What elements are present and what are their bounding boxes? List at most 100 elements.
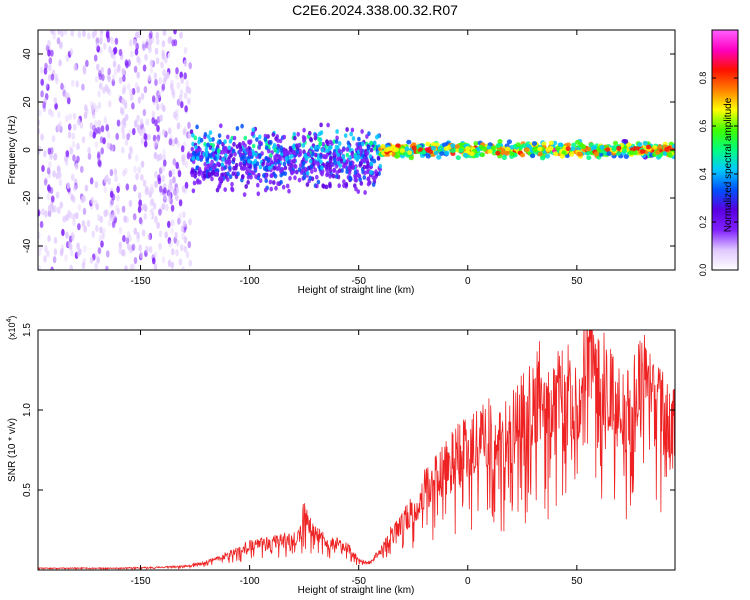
spectrogram-cell <box>540 155 546 161</box>
spectrogram-cell <box>338 163 343 169</box>
spectrogram-cell <box>124 167 128 175</box>
spectrogram-cell <box>354 177 359 183</box>
spectrogram-cell <box>255 137 259 142</box>
spectrogram-cell <box>179 31 183 39</box>
spectrogram-cell <box>191 156 195 161</box>
spectrogram-cell <box>82 207 87 215</box>
spectrogram-cell <box>67 97 71 105</box>
spectrogram-cell <box>524 147 530 153</box>
spectrogram-cell <box>276 181 280 187</box>
spectrogram-cell <box>132 38 137 46</box>
spectrogram-cell <box>203 161 207 167</box>
spectrogram-cell <box>167 237 172 245</box>
spectrogram-cell <box>310 169 314 174</box>
spectrogram-cell <box>565 146 571 152</box>
spectrogram-cell <box>97 101 102 109</box>
spectrogram-cell <box>292 149 296 155</box>
spectrogram-cell <box>44 81 49 89</box>
spectrogram-cell <box>87 147 91 155</box>
spectrogram-cell <box>174 231 178 239</box>
spectrogram-cell <box>188 259 193 267</box>
spectrogram-cell <box>207 171 211 177</box>
spectrogram-cell <box>629 150 635 156</box>
spectrogram-cell <box>250 131 255 137</box>
x-tick-label: 0 <box>465 576 471 587</box>
spectrogram-cell <box>71 234 75 242</box>
spectrogram-cell <box>362 164 367 170</box>
spectrogram-cell <box>363 170 367 176</box>
spectrogram-cell <box>97 119 101 127</box>
spectrogram-cell <box>91 31 96 39</box>
spectrogram-cell <box>93 120 98 128</box>
spectrogram-cell <box>53 236 58 244</box>
spectrogram-cell <box>44 176 48 184</box>
spectrogram-cell <box>177 170 182 178</box>
spectrogram-cell <box>74 182 78 190</box>
spectrogram-cell <box>116 207 120 215</box>
spectrogram-cell <box>182 211 186 219</box>
spectrogram-cell <box>287 188 291 194</box>
spectrogram-cell <box>129 39 133 47</box>
spectrogram-cell <box>151 254 156 262</box>
spectrogram-cell <box>136 55 140 64</box>
spectrogram-cell <box>60 82 64 90</box>
spectrogram-cell <box>334 174 339 179</box>
spectrogram-cell <box>79 121 84 129</box>
spectrogram-cell <box>89 122 94 130</box>
spectrogram-cell <box>469 151 475 157</box>
spectrogram-cell <box>279 156 283 162</box>
spectrogram-cell <box>103 209 107 217</box>
spectrogram-cell <box>105 124 110 132</box>
spectrogram-cell <box>141 40 146 49</box>
spectrogram-cell <box>450 143 456 149</box>
spectrogram-cell <box>357 136 361 142</box>
spectrogram-cell <box>227 149 231 154</box>
spectrogram-cell <box>47 39 51 48</box>
spectrogram-cell <box>167 191 172 199</box>
spectrogram-cell <box>38 109 42 117</box>
spectrogram-cell <box>41 208 45 216</box>
spectrogram-cell <box>83 245 87 253</box>
spectrogram-cell <box>274 157 278 163</box>
spectrogram-cell <box>150 208 154 216</box>
spectrogram-cell <box>183 72 187 80</box>
spectrogram-cell <box>48 57 53 65</box>
spectrogram-cell <box>365 134 369 139</box>
spectrogram-cell <box>258 178 263 184</box>
spectrogram-cell <box>82 30 86 38</box>
spectrogram-cell <box>76 142 80 151</box>
spectrogram-cell <box>576 151 582 157</box>
spectrogram-cell <box>122 74 126 82</box>
spectrogram-cell <box>161 164 165 172</box>
spectrogram-cell <box>232 135 237 141</box>
spectrogram-cell <box>153 251 158 259</box>
spectrogram-cell <box>269 140 273 145</box>
spectrogram-y-ticks: -40 -20 0 20 40 <box>22 48 675 253</box>
spectrogram-cell <box>243 135 248 141</box>
spectrogram-cell <box>98 69 102 78</box>
spectrogram-cell <box>433 150 439 156</box>
spectrogram-cell <box>108 46 112 54</box>
spectrogram-cell <box>162 69 166 77</box>
spectrogram-cell <box>128 129 132 137</box>
spectrogram-cell <box>362 158 367 163</box>
spectrogram-cell <box>187 97 191 105</box>
spectrogram-cell <box>353 154 358 160</box>
spectrogram-cell <box>481 146 488 152</box>
spectrogram-cell <box>122 235 126 243</box>
spectrogram-cell <box>139 118 144 126</box>
spectrogram-cell <box>183 46 188 55</box>
spectrogram-cell <box>190 169 195 174</box>
spectrogram-cell <box>81 262 86 270</box>
spectrogram-cell <box>126 83 131 91</box>
spectrogram-cell <box>586 146 592 152</box>
spectrogram-cell <box>125 61 129 69</box>
spectrogram-cell <box>266 148 271 154</box>
spectrogram-cell <box>159 185 163 193</box>
spectrogram-cell <box>75 212 79 220</box>
spectrogram-cell <box>149 66 154 74</box>
spectrogram-cell <box>94 141 99 149</box>
spectrogram-cell <box>176 140 181 148</box>
spectrogram-cell <box>332 167 337 173</box>
spectrogram-cell <box>337 168 342 174</box>
